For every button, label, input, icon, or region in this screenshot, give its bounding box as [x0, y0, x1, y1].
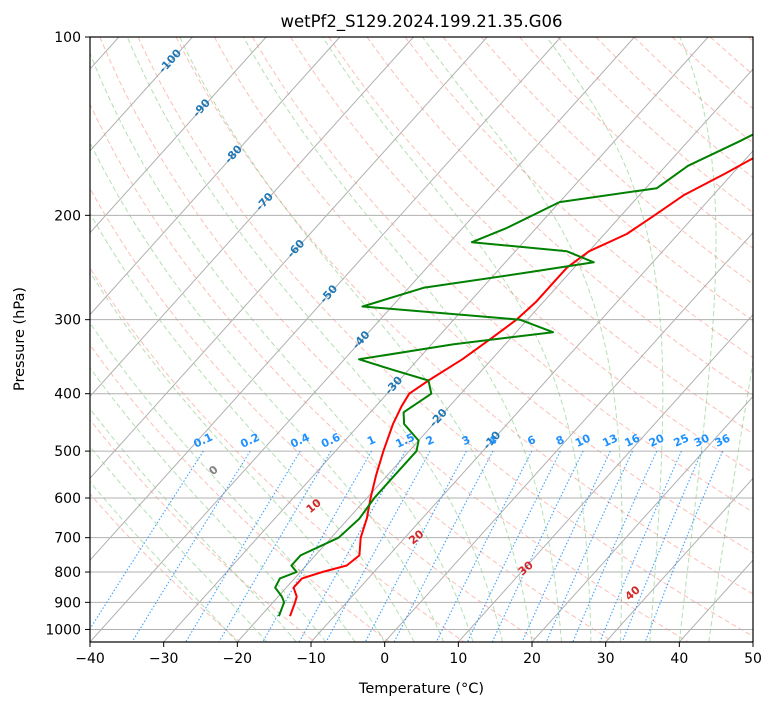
dry-adiabat-line [90, 344, 390, 642]
dry-adiabat-line [442, 37, 753, 322]
isotherm-line [236, 68, 753, 642]
moist-adiabat-line [126, 37, 503, 642]
dry-adiabat-line [290, 37, 753, 474]
y-tick-label: 100 [54, 30, 81, 46]
moist-adiabat-line [90, 481, 238, 642]
moist-adiabat-line [90, 407, 297, 642]
mixing-ratio-line [435, 450, 533, 642]
mixing-ratio-line [131, 450, 251, 642]
mixing-ratio-label: 25 [672, 432, 691, 450]
isotherm-line [90, 37, 635, 642]
chart-title: wetPf2_S129.2024.199.21.35.G06 [280, 12, 562, 32]
x-tick-label: 10 [449, 651, 467, 667]
temperature-profile-line [289, 157, 753, 617]
mixing-ratio-line [262, 450, 373, 642]
x-tick-label: 40 [670, 651, 688, 667]
x-axis-label: Temperature (°C) [358, 681, 484, 697]
mixing-ratio-label: 36 [713, 431, 733, 449]
dry-adiabat-line [90, 267, 465, 642]
mixing-ratio-line [621, 450, 703, 642]
mixing-ratio-label: 10 [573, 431, 593, 449]
isotherm-line [531, 395, 753, 642]
isotherm-line [457, 313, 753, 642]
x-tick-label: −30 [149, 651, 179, 667]
mixing-ratio-label: 13 [601, 432, 620, 450]
isotherm-line [90, 37, 267, 234]
isotherm-line [90, 37, 414, 398]
mixing-ratio-line [599, 450, 682, 642]
dry-adiabat-line [137, 37, 753, 637]
x-tick-label: −10 [296, 651, 326, 667]
dry-adiabat-line [366, 37, 753, 396]
y-tick-label: 200 [54, 208, 81, 224]
dry-adiabat-line [213, 37, 753, 554]
moist-adiabat-line [90, 212, 415, 642]
plot-frame [89, 36, 754, 643]
isotherm-line [163, 37, 709, 642]
mixing-ratio-line [467, 450, 561, 642]
mixing-ratio-line [572, 450, 658, 642]
mixing-ratio-line [298, 450, 406, 642]
x-tick-label: −40 [75, 651, 105, 667]
mixing-ratio-label: 20 [647, 431, 667, 449]
mixing-ratio-line [218, 450, 332, 642]
moist-adiabat-line [90, 271, 386, 642]
mixing-ratio-line [325, 450, 431, 642]
dry-adiabat-line [90, 103, 614, 642]
moist-adiabat-line [243, 37, 562, 642]
sounding-profiles [274, 133, 753, 617]
dewpoint-profile-line [274, 133, 753, 617]
y-tick-label: 800 [54, 565, 81, 581]
y-tick-label: 700 [54, 531, 81, 547]
moist-adiabat-line [90, 445, 268, 642]
x-tick-label: 50 [744, 651, 762, 667]
dry-adiabat-line [328, 37, 753, 435]
mixing-ratio-line [90, 450, 204, 630]
moist-adiabat-line [90, 141, 445, 642]
x-tick-label: −20 [223, 651, 253, 667]
dry-adiabat-line [481, 37, 753, 285]
dry-adiabat-line [404, 37, 753, 359]
mixing-ratio-line [364, 450, 467, 642]
y-tick-label: 300 [54, 313, 81, 329]
y-tick-label: 400 [54, 387, 81, 403]
moist-adiabat-line [678, 37, 717, 642]
moist-adiabat-line [422, 37, 623, 642]
y-tick-label: 500 [54, 444, 81, 460]
isotherm-line [90, 37, 341, 316]
x-tick-label: 20 [523, 651, 541, 667]
mixing-ratio-line [393, 450, 494, 642]
isotherm-line [605, 477, 753, 642]
mixing-ratio-label: 16 [623, 431, 643, 449]
dry-adiabat-line [175, 37, 753, 595]
y-tick-label: 900 [54, 595, 81, 611]
moist-adiabat-line [179, 37, 533, 642]
isotherm-line [90, 37, 562, 561]
background-lines [90, 37, 753, 642]
isotherm-line [90, 37, 193, 152]
y-axis-label: Pressure (hPa) [12, 287, 28, 391]
axes: −40 −30 −20 −10 0 10 20 30 40 50 100 200 300 400 500 60… [45, 30, 762, 667]
moist-adiabat-line [90, 52, 474, 642]
dry-adiabat-line [251, 37, 753, 513]
isotherm-line [310, 150, 753, 642]
dry-adiabat-line [90, 187, 540, 642]
x-tick-label: 0 [380, 651, 389, 667]
isotherm-line [384, 231, 753, 642]
y-tick-label: 600 [54, 491, 81, 507]
y-tick-label: 1000 [45, 622, 81, 638]
mixing-ratio-line [491, 450, 584, 642]
isotherm-line [90, 37, 488, 480]
moist-adiabat-line [322, 37, 592, 642]
dry-adiabat-line [90, 418, 316, 642]
moist-adiabat-line [90, 322, 356, 642]
moist-adiabat-line [546, 37, 664, 642]
x-tick-label: 30 [597, 651, 615, 667]
dry-adiabat-line [99, 37, 689, 642]
mixing-ratio-label: 30 [692, 431, 712, 449]
moist-adiabat-line [708, 358, 753, 642]
